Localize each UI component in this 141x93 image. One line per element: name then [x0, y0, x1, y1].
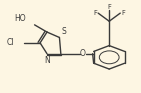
Text: F: F [94, 10, 97, 16]
Text: HO: HO [14, 14, 26, 23]
Text: N: N [44, 56, 50, 65]
Text: S: S [61, 27, 66, 36]
Text: F: F [121, 10, 125, 16]
Text: O: O [80, 49, 86, 58]
Text: F: F [107, 4, 111, 9]
Text: Cl: Cl [7, 38, 15, 47]
